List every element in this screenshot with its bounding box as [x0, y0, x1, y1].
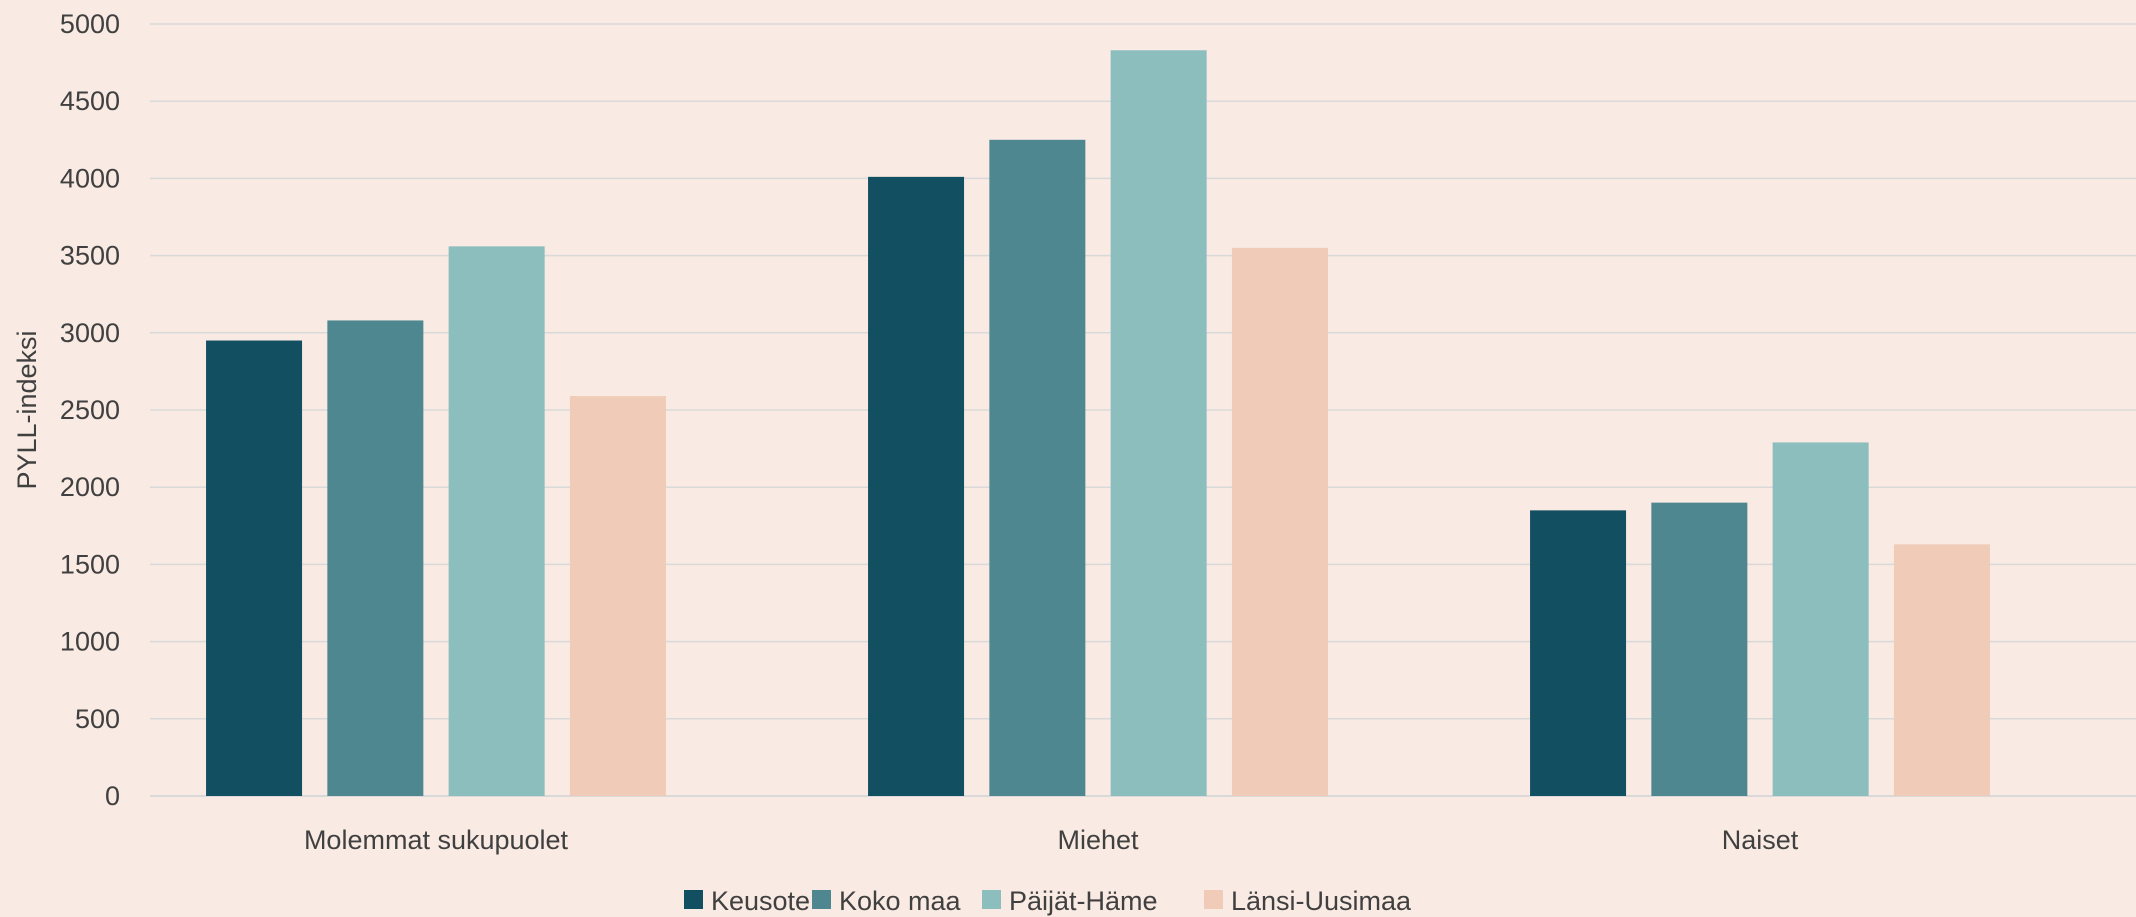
- bar-p-ij-t-h-me-1: [1110, 50, 1207, 797]
- legend-swatch: [812, 890, 831, 909]
- legend: Keusote Koko maa Päijät-Häme Länsi-Uusimaa: [684, 886, 1412, 916]
- y-axis-ticks: 0 500 1000 1500 2000 2500 3000 3500 4000 4500 5000: [60, 9, 120, 811]
- y-tick-label: 0: [105, 781, 120, 811]
- legend-item: Länsi-Uusimaa: [1204, 886, 1412, 916]
- legend-item: Päijät-Häme: [982, 886, 1158, 916]
- y-tick-label: 1500: [60, 549, 120, 579]
- y-tick-label: 2000: [60, 472, 120, 502]
- bar-keusote-0: [206, 340, 303, 796]
- bar-l-nsi-uusimaa-2: [1893, 544, 1990, 796]
- bar-keusote-2: [1530, 510, 1627, 796]
- bar-l-nsi-uusimaa-1: [1231, 247, 1328, 796]
- x-category-label: Naiset: [1722, 825, 1799, 855]
- y-tick-label: 3500: [60, 241, 120, 271]
- y-tick-label: 4500: [60, 86, 120, 116]
- legend-label: Keusote: [711, 886, 810, 916]
- y-tick-label: 500: [75, 704, 120, 734]
- bar-p-ij-t-h-me-2: [1772, 442, 1869, 796]
- y-axis-title: PYLL-indeksi: [12, 330, 42, 489]
- legend-item: Keusote: [684, 886, 810, 916]
- y-tick-label: 2500: [60, 395, 120, 425]
- legend-label: Koko maa: [839, 886, 962, 916]
- legend-swatch: [684, 890, 703, 909]
- x-category-label: Molemmat sukupuolet: [304, 825, 569, 855]
- bars: [206, 50, 1990, 797]
- bar-koko-maa-0: [327, 320, 424, 796]
- x-category-label: Miehet: [1057, 825, 1139, 855]
- bar-p-ij-t-h-me-0: [448, 246, 545, 796]
- x-axis-categories: Molemmat sukupuolet Miehet Naiset: [304, 825, 1799, 855]
- bar-koko-maa-2: [1651, 502, 1748, 796]
- legend-label: Länsi-Uusimaa: [1231, 886, 1412, 916]
- legend-item: Koko maa: [812, 886, 962, 916]
- bar-l-nsi-uusimaa-0: [569, 396, 666, 796]
- bar-koko-maa-1: [989, 139, 1086, 797]
- y-tick-label: 3000: [60, 318, 120, 348]
- y-tick-label: 4000: [60, 163, 120, 193]
- y-tick-label: 1000: [60, 627, 120, 657]
- legend-swatch: [982, 890, 1001, 909]
- legend-swatch: [1204, 890, 1223, 909]
- y-tick-label: 5000: [60, 9, 120, 39]
- bar-keusote-1: [868, 176, 965, 796]
- legend-label: Päijät-Häme: [1009, 886, 1158, 916]
